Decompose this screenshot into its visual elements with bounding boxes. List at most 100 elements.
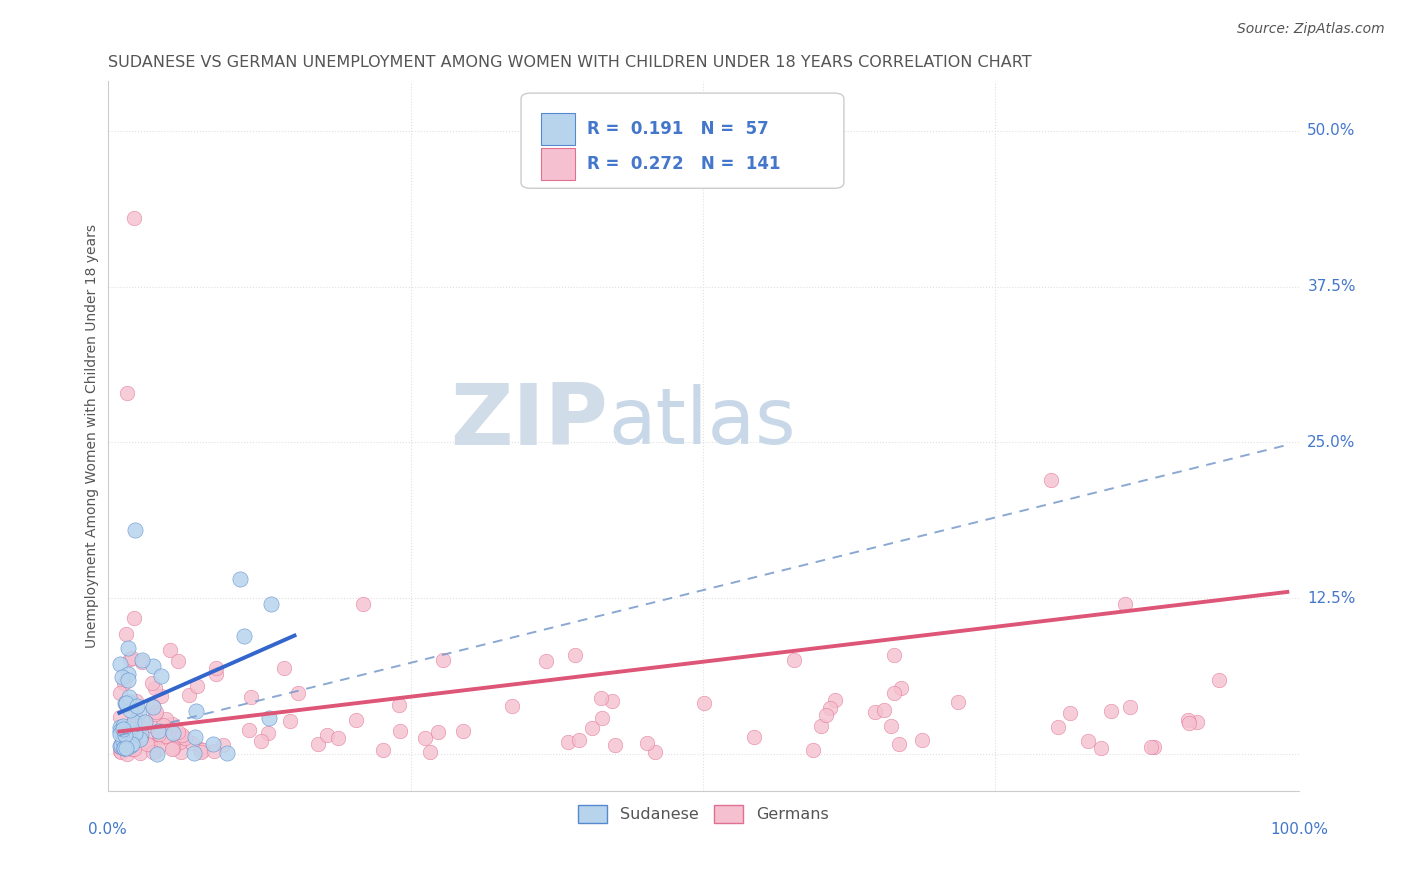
Point bbox=[118, 739, 141, 754]
Point bbox=[162, 726, 184, 740]
Point bbox=[873, 703, 896, 717]
Point bbox=[150, 669, 173, 683]
Point bbox=[229, 573, 252, 587]
Point bbox=[167, 725, 190, 739]
Point bbox=[129, 727, 152, 741]
Point bbox=[824, 693, 846, 707]
Point bbox=[131, 730, 153, 744]
Point bbox=[162, 741, 184, 756]
Point bbox=[149, 729, 172, 743]
Point bbox=[149, 689, 172, 703]
Point bbox=[111, 670, 134, 684]
Point bbox=[117, 732, 139, 747]
Point bbox=[564, 648, 586, 663]
Point bbox=[1059, 706, 1081, 720]
Point bbox=[112, 739, 135, 753]
Point bbox=[122, 611, 145, 625]
Point bbox=[644, 745, 666, 759]
Point bbox=[217, 746, 239, 760]
Point bbox=[124, 726, 146, 740]
Point bbox=[114, 721, 136, 735]
Point bbox=[782, 652, 804, 666]
Point bbox=[1140, 739, 1163, 754]
Point bbox=[142, 659, 165, 673]
Point bbox=[122, 741, 145, 756]
Point bbox=[124, 731, 146, 745]
Point bbox=[148, 724, 170, 739]
Point bbox=[110, 737, 132, 751]
Point bbox=[600, 694, 623, 708]
Point bbox=[117, 640, 139, 655]
Point bbox=[742, 730, 765, 744]
Point bbox=[128, 732, 150, 747]
Point bbox=[232, 628, 254, 642]
Point bbox=[152, 731, 174, 745]
Point bbox=[177, 689, 200, 703]
Text: R =  0.272   N =  141: R = 0.272 N = 141 bbox=[586, 155, 780, 173]
Text: ZIP: ZIP bbox=[450, 381, 607, 464]
Point bbox=[121, 726, 143, 740]
Point bbox=[124, 523, 146, 537]
Point bbox=[110, 739, 132, 753]
Point bbox=[1208, 673, 1230, 687]
Text: Source: ZipAtlas.com: Source: ZipAtlas.com bbox=[1237, 22, 1385, 37]
Point bbox=[111, 723, 134, 737]
Point bbox=[692, 696, 714, 710]
Point bbox=[636, 736, 658, 750]
Point bbox=[146, 747, 169, 761]
Point bbox=[326, 731, 349, 746]
Point bbox=[155, 729, 177, 743]
Point bbox=[131, 655, 153, 669]
Point bbox=[160, 717, 183, 731]
Point bbox=[810, 718, 832, 732]
Point bbox=[145, 681, 167, 695]
Point bbox=[112, 740, 135, 755]
Point bbox=[1090, 740, 1112, 755]
Point bbox=[257, 726, 280, 740]
Point bbox=[120, 718, 142, 732]
Point bbox=[148, 727, 170, 741]
Point bbox=[211, 738, 233, 752]
FancyBboxPatch shape bbox=[522, 93, 844, 188]
Point bbox=[141, 676, 163, 690]
Point bbox=[122, 738, 145, 752]
Point bbox=[115, 747, 138, 761]
Point bbox=[191, 742, 214, 756]
Text: 100.0%: 100.0% bbox=[1270, 822, 1329, 837]
Point bbox=[110, 727, 132, 741]
Point bbox=[419, 746, 441, 760]
Point bbox=[134, 714, 156, 729]
Point bbox=[110, 744, 132, 758]
Point bbox=[186, 680, 208, 694]
Point bbox=[818, 701, 841, 715]
Point bbox=[121, 742, 143, 756]
Text: atlas: atlas bbox=[607, 384, 796, 460]
Point bbox=[139, 718, 162, 732]
Point bbox=[169, 734, 191, 748]
Point bbox=[1119, 700, 1142, 714]
Point bbox=[114, 697, 136, 711]
Point bbox=[184, 730, 207, 744]
Point bbox=[142, 699, 165, 714]
Point bbox=[170, 745, 193, 759]
Point bbox=[451, 723, 474, 738]
Point bbox=[1047, 720, 1070, 734]
Point bbox=[117, 721, 139, 735]
Point bbox=[145, 706, 167, 721]
Point bbox=[124, 715, 146, 730]
Point bbox=[260, 598, 283, 612]
Point bbox=[173, 731, 195, 745]
Point bbox=[603, 738, 626, 752]
Point bbox=[114, 742, 136, 756]
Point bbox=[118, 690, 141, 704]
Point bbox=[1143, 739, 1166, 754]
Point bbox=[118, 733, 141, 747]
Point bbox=[167, 730, 190, 744]
Point bbox=[110, 740, 132, 755]
Text: 37.5%: 37.5% bbox=[1308, 279, 1355, 294]
Point bbox=[801, 742, 824, 756]
Point bbox=[114, 696, 136, 710]
Point bbox=[257, 711, 280, 725]
Point bbox=[145, 705, 167, 719]
Point bbox=[117, 673, 139, 688]
